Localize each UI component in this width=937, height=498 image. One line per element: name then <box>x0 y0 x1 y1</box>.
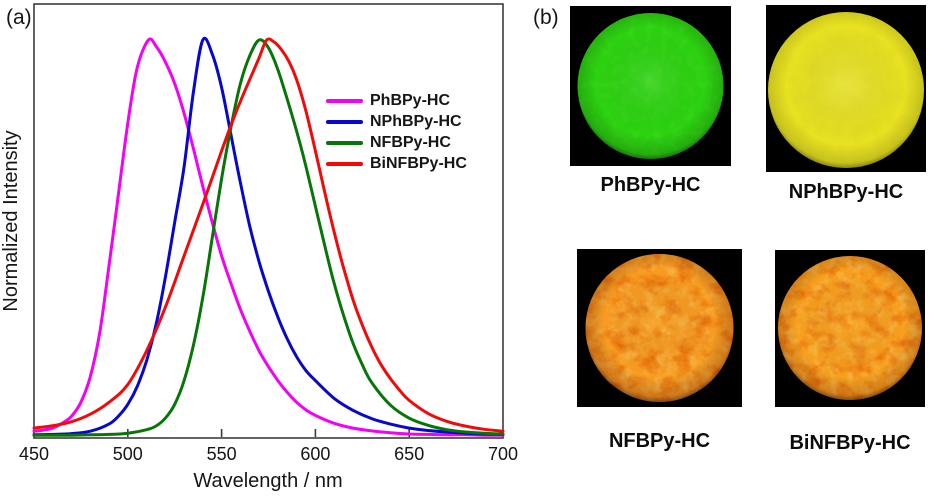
photo-label-nfbpy-hc: NFBPy-HC <box>608 430 711 452</box>
chart-legend: PhBPy-HC NPhBPy-HC NFBPy-HC BiNFBPy-HC <box>326 91 467 175</box>
legend-item: PhBPy-HC <box>326 91 467 111</box>
powder-image-yellow <box>768 12 924 168</box>
plot-frame <box>33 3 504 439</box>
emission-spectra-chart: 450 500 550 600 650 700 Wavelength / nm Norma… <box>0 3 518 492</box>
legend-item-label: PhBPy-HC <box>370 92 451 109</box>
y-axis-title: Normalized Intensity <box>0 130 22 311</box>
x-tick-label: 500 <box>113 444 143 464</box>
curve-nfbpy-hc <box>32 38 505 437</box>
curve-nphbpy-hc <box>32 36 505 437</box>
photo-phbpy-hc <box>570 6 731 166</box>
powder-image-green <box>577 13 724 159</box>
x-tick-label: 700 <box>488 444 518 464</box>
legend-line-swatch <box>326 141 363 145</box>
panel-b-label: (b) <box>533 6 559 29</box>
legend-line-swatch <box>326 99 363 103</box>
legend-item-label: NFBPy-HC <box>370 134 451 151</box>
legend-item-label: BiNFBPy-HC <box>370 155 467 172</box>
legend-item-label: NPhBPy-HC <box>370 113 462 130</box>
legend-item: BiNFBPy-HC <box>326 154 467 174</box>
legend-item: NPhBPy-HC <box>326 112 467 132</box>
powder-image-orange-1 <box>585 254 734 402</box>
chart-curves <box>32 36 505 437</box>
x-tick-label: 450 <box>19 444 49 464</box>
photo-label-nphbpy-hc: NPhBPy-HC <box>788 181 904 203</box>
powder-image-orange-2 <box>778 256 922 400</box>
photo-label-phbpy-hc: PhBPy-HC <box>600 174 701 196</box>
chart-axes: 450 500 550 600 650 700 <box>19 3 518 464</box>
photo-label-binfbpy-hc: BiNFBPy-HC <box>789 432 911 454</box>
curve-phbpy-hc <box>32 37 505 437</box>
curve-binfbpy-hc <box>32 37 505 433</box>
legend-line-swatch <box>326 162 363 166</box>
x-tick-label: 600 <box>300 444 330 464</box>
x-tick-label: 650 <box>394 444 424 464</box>
x-tick-label: 550 <box>207 444 237 464</box>
photo-nfbpy-hc <box>577 249 742 407</box>
legend-item: NFBPy-HC <box>326 133 467 153</box>
legend-line-swatch <box>326 120 363 124</box>
photo-binfbpy-hc <box>775 250 925 407</box>
panel-a-label: (a) <box>6 6 32 29</box>
x-axis-title: Wavelength / nm <box>193 470 342 492</box>
photo-nphbpy-hc <box>766 5 926 172</box>
